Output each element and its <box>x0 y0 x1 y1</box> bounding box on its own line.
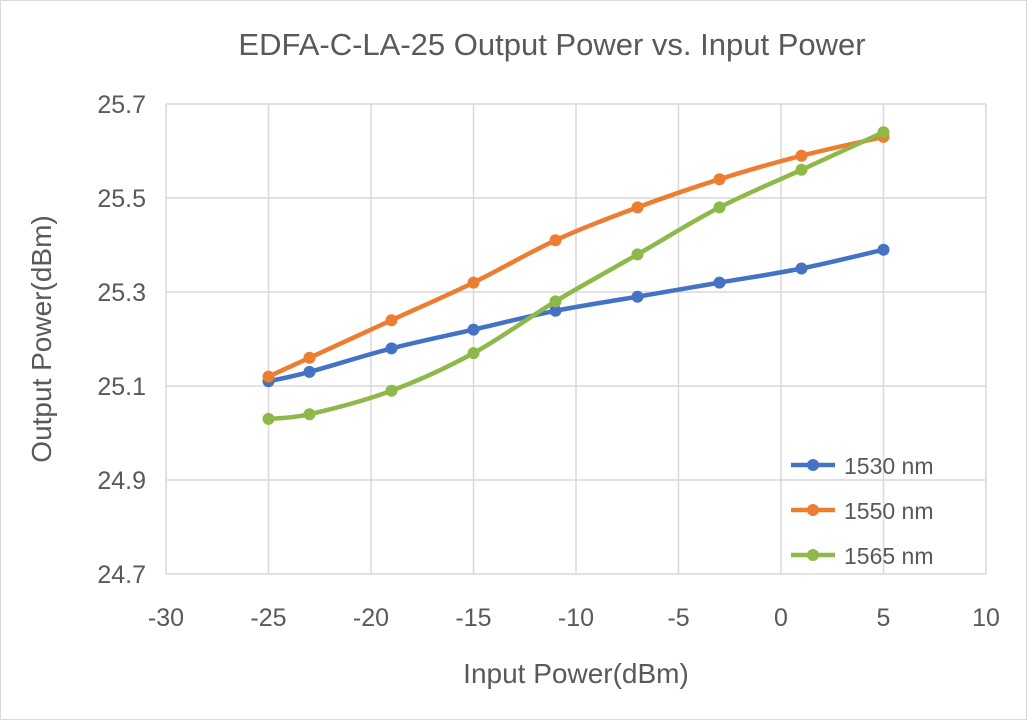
legend-label: 1550 nm <box>844 498 934 524</box>
data-point <box>262 412 275 425</box>
series-group <box>262 126 890 425</box>
data-point <box>795 149 808 162</box>
data-point <box>549 234 562 247</box>
chart-title: EDFA-C-LA-25 Output Power vs. Input Powe… <box>238 27 865 62</box>
gridlines <box>165 103 987 575</box>
y-tick-labels: 24.7 24.9 25.1 25.3 25.5 25.7 <box>97 91 146 589</box>
x-tick-label: -10 <box>558 604 594 632</box>
data-point <box>631 248 644 261</box>
legend-marker <box>807 549 819 561</box>
data-point <box>713 201 726 214</box>
x-tick-label: -5 <box>667 604 689 632</box>
data-point <box>549 304 562 317</box>
data-point <box>303 408 316 421</box>
y-tick-label: 25.3 <box>97 279 146 307</box>
legend-marker <box>807 459 819 471</box>
x-axis-label: Input Power(dBm) <box>463 658 689 689</box>
data-point <box>467 347 480 360</box>
data-point <box>795 262 808 275</box>
data-point <box>303 365 316 378</box>
data-point <box>467 323 480 336</box>
y-tick-label: 25.7 <box>97 91 146 119</box>
data-point <box>262 370 275 383</box>
legend-label: 1565 nm <box>844 543 934 569</box>
x-tick-label: -25 <box>250 604 286 632</box>
legend: 1530 nm 1550 nm 1565 nm <box>791 453 934 569</box>
data-point <box>631 201 644 214</box>
y-tick-label: 24.9 <box>97 467 146 495</box>
data-point <box>467 276 480 289</box>
x-tick-label: -30 <box>148 604 184 632</box>
data-point <box>877 243 890 256</box>
data-point <box>877 126 890 139</box>
x-tick-label: 5 <box>877 604 891 632</box>
x-tick-label: 0 <box>774 604 788 632</box>
data-point <box>713 276 726 289</box>
data-point <box>713 173 726 186</box>
data-point <box>385 384 398 397</box>
data-point <box>385 342 398 355</box>
y-axis-label: Output Power(dBm) <box>26 215 57 462</box>
y-tick-label: 25.1 <box>97 373 146 401</box>
data-point <box>303 351 316 364</box>
x-tick-label: -20 <box>353 604 389 632</box>
data-point <box>549 295 562 308</box>
data-point <box>795 163 808 176</box>
data-point <box>631 290 644 303</box>
data-point <box>385 314 398 327</box>
x-tick-label: 10 <box>972 604 1000 632</box>
legend-label: 1530 nm <box>844 453 934 479</box>
y-tick-label: 24.7 <box>97 561 146 589</box>
x-tick-label: -15 <box>455 604 491 632</box>
legend-marker <box>807 504 819 516</box>
y-tick-label: 25.5 <box>97 185 146 213</box>
x-tick-labels: -30 -25 -20 -15 -10 -5 0 5 10 <box>148 604 1000 632</box>
